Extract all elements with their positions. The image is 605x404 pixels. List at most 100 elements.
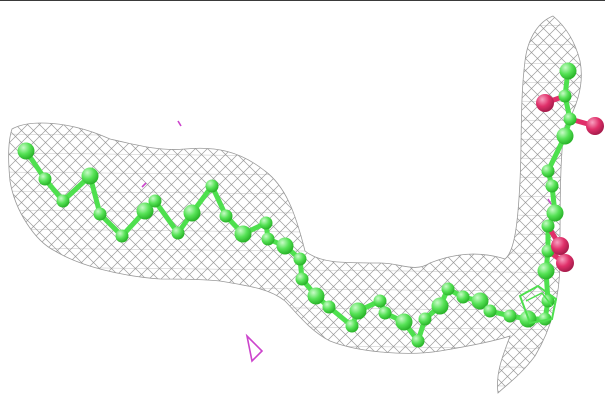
mesh-line (8, 16, 296, 393)
electron-density-outline (8, 15, 582, 394)
mesh-line (467, 16, 582, 393)
mesh-line (167, 16, 572, 393)
mesh-line (431, 16, 582, 393)
mesh-line (287, 16, 582, 393)
oxygen-atom (586, 117, 604, 135)
mesh-line (8, 76, 582, 84)
mesh-line (347, 16, 582, 393)
mesh-line (8, 16, 104, 393)
carbon-atom (545, 179, 559, 193)
mesh-line (8, 361, 582, 369)
carbon-atom (431, 297, 449, 315)
bond (152, 198, 181, 236)
carbon-atom (171, 226, 185, 240)
oxygen-atom (556, 254, 574, 272)
mesh-line (335, 16, 582, 393)
mesh-line (491, 16, 582, 393)
mesh-line (588, 1, 605, 404)
mesh-line (407, 16, 582, 393)
mesh-line (0, 1, 7, 404)
carbon-atom (148, 194, 162, 208)
mesh-line (8, 57, 582, 65)
mesh-line (8, 16, 368, 393)
carbon-atom (259, 216, 273, 230)
mesh-line (443, 16, 582, 393)
molecule-atoms (17, 62, 604, 348)
carbon-atom (261, 232, 275, 246)
mesh-line (467, 16, 582, 393)
carbon-atom (293, 252, 307, 266)
carbon-atom (307, 287, 325, 305)
carbon-atom (183, 204, 201, 222)
mesh-line (8, 16, 104, 393)
stray-density-fragments (141, 120, 552, 363)
mesh-line (8, 380, 582, 388)
mesh-line (407, 16, 582, 393)
carbon-atom (395, 313, 413, 331)
mesh-line (600, 1, 605, 404)
mesh-line (311, 16, 582, 393)
mesh-line (107, 16, 512, 393)
mesh-line (455, 16, 582, 393)
mesh-line (323, 16, 582, 393)
stray-density-dash (177, 120, 182, 127)
oxygen-atom (551, 237, 569, 255)
carbon-atom (538, 312, 552, 326)
carbon-atom (563, 112, 577, 126)
mesh-line (8, 228, 582, 236)
mesh-line (8, 16, 32, 393)
mesh-line (479, 16, 582, 393)
mesh-line (0, 1, 7, 404)
mesh-line (8, 95, 582, 103)
mesh-line (8, 209, 582, 217)
mesh-line (8, 190, 582, 198)
carbon-atom (93, 207, 107, 221)
mesh-line (119, 16, 524, 393)
mesh-line (371, 16, 582, 393)
mesh-line (287, 16, 582, 393)
carbon-atom (546, 204, 564, 222)
carbon-atom (411, 334, 425, 348)
mesh-line (8, 323, 582, 331)
stray-density-dash (141, 182, 147, 188)
carbon-atom (373, 294, 387, 308)
mesh-line (131, 16, 536, 393)
carbon-atom (483, 304, 497, 318)
carbon-atom (541, 219, 555, 233)
mesh-line (371, 16, 582, 393)
carbon-atom (558, 89, 572, 103)
carbon-atom (418, 312, 432, 326)
oxygen-atom (536, 94, 554, 112)
carbon-atom (295, 272, 309, 286)
mesh-line (527, 16, 582, 393)
carbon-atom (56, 194, 70, 208)
mesh-line (479, 16, 582, 393)
mesh-line (0, 400, 605, 404)
carbon-atom (559, 62, 577, 80)
carbon-atom (322, 300, 336, 314)
carbon-atom (471, 292, 489, 310)
mesh-line (8, 114, 582, 122)
mesh-line (8, 16, 248, 393)
mesh-line (419, 16, 582, 393)
carbon-atom (115, 229, 129, 243)
carbon-atom (136, 202, 154, 220)
mesh-line (179, 16, 582, 393)
mesh-line (8, 16, 296, 393)
carbon-atom (234, 225, 252, 243)
mesh-line (143, 16, 548, 393)
stray-density-triangle (245, 333, 264, 363)
mesh-line (395, 16, 582, 393)
mesh-line (8, 19, 582, 27)
mesh-line (8, 16, 344, 393)
carbon-atom (349, 302, 367, 320)
ring-fragment (518, 284, 558, 325)
mesh-line (8, 16, 32, 393)
mesh-line (155, 16, 560, 393)
carbon-atom (17, 142, 35, 160)
carbon-atom (38, 172, 52, 186)
carbon-atom (503, 309, 517, 323)
